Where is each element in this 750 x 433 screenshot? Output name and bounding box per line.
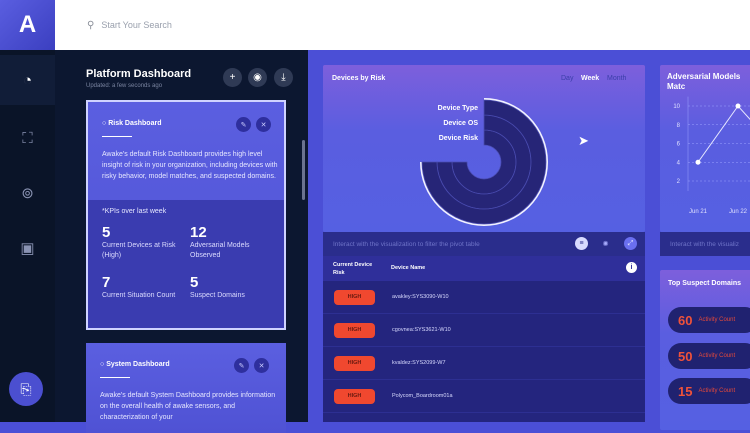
device-grid-icon: ⛶	[22, 129, 33, 147]
card-description: Awake's default Risk Dashboard provides …	[102, 151, 278, 180]
risk-badge: HIGH	[334, 322, 375, 338]
report-icon: ⎘	[20, 380, 32, 397]
ring-label-device-risk: Device Risk	[438, 135, 478, 142]
kpi-devices-at-risk: 5 Current Devices at Risk (High)	[102, 224, 176, 259]
gauge-icon: ◔	[22, 71, 33, 89]
domain-pill[interactable]: 60 Activity Count	[668, 307, 750, 333]
device-name: kvaldez:SYS2099-W7	[392, 360, 446, 366]
logo[interactable]: A	[0, 0, 55, 50]
x-tick-label: Jun 21	[689, 209, 708, 215]
y-tick-label: 6	[677, 142, 681, 148]
filter-hint: Interact with the visualiz	[670, 240, 740, 248]
x-tick-label: Jun 22	[729, 209, 748, 215]
y-tick-label: 8	[677, 123, 681, 129]
range-day[interactable]: Day	[561, 75, 574, 82]
report-fab-button[interactable]: ⎘	[9, 372, 43, 406]
domain-pill[interactable]: 50 Activity Count	[668, 343, 750, 369]
filter-hint: Interact with the visualization to filte…	[333, 240, 480, 248]
list-view-icon[interactable]: ≡	[575, 237, 588, 250]
kpi-situation-count: 7 Current Situation Count	[102, 274, 176, 299]
filter-hint-bar: Interact with the visualiz	[660, 232, 750, 256]
table-row[interactable]: HIGH kvaldez:SYS2099-W7	[323, 347, 645, 380]
search-bar[interactable]: ⚲ Start Your Search	[55, 0, 750, 50]
divider	[102, 136, 132, 137]
edit-icon[interactable]: ✎	[234, 358, 249, 373]
card-title: Devices by Risk	[332, 75, 386, 82]
devices-by-risk-card: Devices by Risk Day Week Month Device Ty…	[323, 65, 645, 232]
sunburst-ring-device-risk	[421, 99, 547, 225]
search-icon: ⚲	[87, 19, 95, 31]
card-title: Adversarial Models Matc	[667, 72, 741, 91]
risk-dashboard-card[interactable]: ○ Risk Dashboard ✎ ✕ Awake's default Ris…	[86, 100, 286, 330]
system-dashboard-card[interactable]: ○ System Dashboard ✎ ✕ Awake's default S…	[86, 343, 286, 433]
y-tick-label: 4	[677, 160, 681, 166]
domain-pill[interactable]: 15 Activity Count	[668, 378, 750, 404]
gear-icon[interactable]: ✺	[602, 240, 609, 248]
col-device-name[interactable]: Device Name	[391, 265, 426, 271]
edit-icon[interactable]: ✎	[236, 117, 251, 132]
device-name: avakley:SYS3090-W10	[392, 294, 449, 300]
sunburst-ring-device-os	[436, 114, 532, 210]
circle-number-icon: ⊚	[21, 185, 34, 202]
sunburst-chart[interactable]	[323, 65, 645, 232]
table-row[interactable]: HIGH Polycom_Boardroom01a	[323, 380, 645, 413]
cursor-icon: ➤	[578, 133, 589, 148]
range-week[interactable]: Week	[581, 75, 600, 82]
close-icon[interactable]: ✕	[256, 117, 271, 132]
nav-models[interactable]: ⊚	[0, 173, 55, 213]
kpi-section: *KPIs over last week 5 Current Devices at…	[88, 200, 284, 328]
card-description: Awake's default System Dashboard provide…	[100, 392, 276, 421]
card-title: ○ Risk Dashboard	[102, 120, 162, 127]
col-current-device-risk[interactable]: Current Device Risk	[333, 262, 373, 276]
settings-button[interactable]: ◉	[248, 68, 267, 87]
data-point	[695, 159, 701, 165]
chat-icon: ▣	[20, 240, 35, 257]
card-title: Top Suspect Domains	[668, 280, 741, 287]
device-name: Polycom_Boardroom01a	[392, 393, 453, 399]
risk-badge: HIGH	[334, 388, 375, 404]
expand-icon[interactable]: ⤢	[624, 237, 637, 250]
divider	[100, 377, 130, 378]
risk-badge: HIGH	[334, 355, 375, 371]
kpi-adversarial-models: 12 Adversarial Models Observed	[190, 224, 250, 259]
data-point	[735, 103, 741, 109]
range-month[interactable]: Month	[607, 75, 627, 82]
table-header: Current Device Risk Device Name i	[323, 256, 645, 281]
search-input[interactable]: Start Your Search	[101, 20, 172, 30]
nav-devices[interactable]: ⛶	[0, 118, 55, 158]
device-table: HIGH avakley:SYS3090-W10 HIGH cgovnea:SYS3…	[323, 281, 645, 422]
add-button[interactable]: +	[223, 68, 242, 87]
ring-label-device-os: Device OS	[443, 120, 478, 127]
scrollbar[interactable]	[302, 140, 305, 200]
top-suspect-domains-card: Top Suspect Domains 60 Activity Count 50 A…	[660, 270, 750, 430]
card-title: ○ System Dashboard	[100, 361, 170, 368]
line-chart[interactable]: 2 4 6 8 10 Jun 21 Jun 22	[660, 65, 750, 232]
adversarial-models-card: Adversarial Models Matc 2 4 6 8 10 Jun 21 Jun …	[660, 65, 750, 232]
series-line	[697, 105, 750, 163]
device-name: cgovnea:SYS3621-W10	[392, 327, 451, 333]
table-row[interactable]: HIGH cgovnea:SYS3621-W10	[323, 314, 645, 347]
filter-hint-bar: Interact with the visualization to filte…	[323, 232, 645, 256]
risk-badge: HIGH	[334, 289, 375, 305]
nav-chat[interactable]: ▣	[0, 228, 55, 268]
ring-label-device-type: Device Type	[437, 105, 478, 112]
y-tick-label: 10	[673, 104, 680, 110]
kpi-suspect-domains: 5 Suspect Domains	[190, 274, 245, 299]
table-row[interactable]: HIGH avakley:SYS3090-W10	[323, 281, 645, 314]
info-icon[interactable]: i	[626, 262, 637, 273]
y-tick-label: 2	[677, 179, 681, 185]
nav-dashboard[interactable]: ◔	[0, 55, 55, 105]
page-title: Platform Dashboard	[86, 68, 192, 80]
kpi-heading: *KPIs over last week	[102, 208, 167, 215]
close-icon[interactable]: ✕	[254, 358, 269, 373]
download-button[interactable]: ⤓	[274, 68, 293, 87]
updated-label: Updated: a few seconds ago	[86, 83, 163, 89]
